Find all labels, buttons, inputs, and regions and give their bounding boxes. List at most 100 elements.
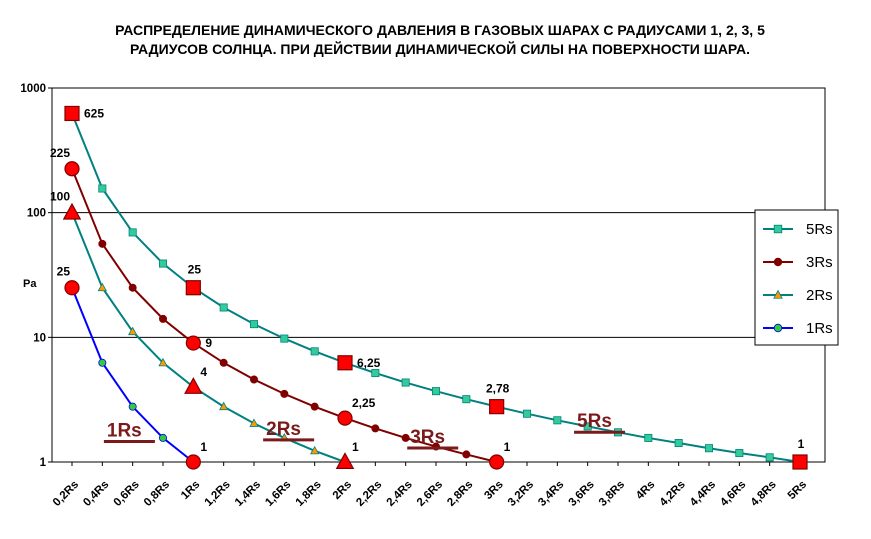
x-tick-label-0-2rs: 0,2Rs bbox=[51, 479, 81, 509]
point-5rs-15 bbox=[523, 409, 532, 418]
point-5rs-7 bbox=[280, 334, 289, 343]
legend-marker-1rs bbox=[773, 323, 783, 333]
point-5rs-21 bbox=[705, 444, 714, 453]
point-5rs-6 bbox=[249, 320, 258, 329]
point-5rs-17 bbox=[583, 422, 592, 431]
series-line-5rs bbox=[71, 113, 801, 463]
legend-label-5rs: 5Rs bbox=[806, 221, 833, 238]
chart-title-line-2: РАДИУСОВ СОЛНЦА. ПРИ ДЕЙСТВИИ ДИНАМИЧЕСК… bbox=[130, 40, 750, 57]
highlight-point-1rs-12 bbox=[64, 280, 80, 296]
series-lines bbox=[71, 113, 801, 463]
data-label-3rs-7: 2,25 bbox=[352, 396, 376, 410]
annotation-5rs: 5Rs bbox=[577, 411, 612, 432]
point-3rs-5 bbox=[219, 358, 228, 367]
x-tick-label-0-8rs: 0,8Rs bbox=[142, 479, 172, 509]
highlight-point-2rs-11 bbox=[335, 452, 355, 469]
x-tick-label-1-2rs: 1,2Rs bbox=[203, 479, 233, 509]
y-tick-label-1000: 1000 bbox=[20, 83, 46, 95]
x-tick-label-2-8rs: 2,8Rs bbox=[445, 479, 475, 509]
annotation-2rs: 2Rs bbox=[266, 419, 301, 440]
highlight-point-3rs-7 bbox=[337, 410, 353, 426]
point-3rs-2 bbox=[128, 283, 137, 292]
point-2rs-6 bbox=[249, 418, 259, 427]
point-2rs-2 bbox=[128, 326, 138, 336]
point-5rs-16 bbox=[553, 416, 562, 425]
point-2rs-5 bbox=[219, 401, 229, 411]
x-tick-label-2-2rs: 2,2Rs bbox=[354, 479, 384, 509]
highlight-point-2rs-10 bbox=[184, 377, 203, 394]
x-tick-label-1-4rs: 1,4Rs bbox=[233, 479, 263, 509]
x-tick-label-3rs: 3Rs bbox=[482, 479, 505, 502]
data-label-3rs-5: 225 bbox=[50, 146, 70, 160]
plot-area bbox=[51, 87, 826, 463]
x-tick-label-4-4rs: 4,4Rs bbox=[688, 479, 718, 509]
x-tick-label-4rs: 4Rs bbox=[634, 479, 657, 502]
point-3rs-11 bbox=[401, 433, 410, 442]
legend-box bbox=[754, 209, 839, 346]
gridlines bbox=[52, 212, 825, 338]
chart-title-line-1: РАСПРЕДЕЛЕНИЕ ДИНАМИЧЕСКОГО ДАВЛЕНИЯ В Г… bbox=[115, 22, 765, 38]
x-tick-label-4-6rs: 4,6Rs bbox=[718, 479, 748, 509]
point-5rs-3 bbox=[158, 259, 167, 268]
x-tick-label-0-6rs: 0,6Rs bbox=[112, 479, 142, 509]
point-2rs-1 bbox=[97, 282, 107, 292]
data-label-1rs-12: 25 bbox=[57, 265, 71, 279]
point-2rs-8 bbox=[310, 445, 320, 455]
x-tick-label-3-4rs: 3,4Rs bbox=[536, 479, 566, 509]
legend: 5Rs 3Rs 2Rs 1Rs bbox=[754, 209, 839, 346]
highlight-point-2rs-9 bbox=[62, 202, 82, 220]
point-5rs-10 bbox=[371, 369, 380, 378]
point-5rs-13 bbox=[462, 395, 471, 404]
point-3rs-13 bbox=[462, 450, 471, 459]
x-tick-label-2rs: 2Rs bbox=[331, 479, 354, 502]
point-3rs-8 bbox=[310, 402, 319, 411]
point-3rs-1 bbox=[98, 239, 107, 248]
legend-label-3rs: 3Rs bbox=[806, 254, 833, 271]
y-axis-ticks: 1 10 100 1000 bbox=[20, 83, 52, 469]
point-3rs-3 bbox=[158, 314, 167, 323]
point-5rs-20 bbox=[674, 439, 683, 448]
series-markers bbox=[67, 109, 805, 466]
x-tick-label-3-6rs: 3,6Rs bbox=[567, 479, 597, 509]
annotation-3rs: 3Rs bbox=[410, 427, 445, 448]
point-5rs-19 bbox=[644, 433, 653, 442]
data-label-2rs-10: 4 bbox=[200, 365, 207, 379]
annotation-1rs: 1Rs bbox=[107, 421, 142, 442]
point-3rs-6 bbox=[249, 375, 258, 384]
x-tick-label-3-2rs: 3,2Rs bbox=[506, 479, 536, 509]
point-5rs-23 bbox=[765, 453, 774, 462]
point-1rs-3 bbox=[158, 433, 167, 442]
point-3rs-7 bbox=[280, 389, 289, 398]
x-tick-label-0-4rs: 0,4Rs bbox=[81, 479, 111, 509]
point-5rs-8 bbox=[310, 347, 319, 356]
x-tick-label-3-8rs: 3,8Rs bbox=[597, 479, 627, 509]
legend-label-1rs: 1Rs bbox=[806, 320, 833, 337]
highlight-markers bbox=[62, 105, 808, 470]
data-label-3rs-6: 9 bbox=[205, 336, 212, 350]
point-3rs-10 bbox=[371, 424, 380, 433]
data-label-1rs-13: 1 bbox=[200, 440, 207, 454]
x-axis-ticks: 0,2Rs 0,4Rs 0,6Rs 0,8Rs 1Rs 1,2Rs 1,4Rs 1,6Rs 1,… bbox=[51, 462, 809, 509]
point-5rs-5 bbox=[219, 303, 228, 312]
highlight-point-5rs-0 bbox=[64, 105, 80, 122]
y-tick-label-1: 1 bbox=[40, 457, 47, 469]
highlight-point-5rs-2 bbox=[337, 355, 353, 371]
x-tick-label-1rs: 1Rs bbox=[179, 479, 202, 502]
highlight-point-1rs-13 bbox=[185, 454, 201, 470]
data-label-5rs-1: 25 bbox=[188, 263, 202, 277]
y-axis-label: Pa bbox=[23, 278, 37, 290]
series-line-2rs bbox=[71, 212, 346, 463]
legend-marker-2rs bbox=[773, 289, 783, 299]
data-label-2rs-11: 1 bbox=[352, 440, 359, 454]
y-tick-label-100: 100 bbox=[27, 208, 46, 220]
highlight-point-5rs-4 bbox=[792, 454, 808, 470]
point-5rs-12 bbox=[431, 387, 440, 396]
y-tick-label-10: 10 bbox=[33, 332, 46, 344]
point-1rs-2 bbox=[128, 402, 137, 411]
x-tick-label-4-8rs: 4,8Rs bbox=[749, 479, 779, 509]
point-5rs-1 bbox=[98, 184, 107, 193]
x-tick-label-2-6rs: 2,6Rs bbox=[415, 479, 445, 509]
data-label-5rs-0: 625 bbox=[84, 106, 104, 120]
data-label-2rs-9: 100 bbox=[50, 190, 70, 204]
